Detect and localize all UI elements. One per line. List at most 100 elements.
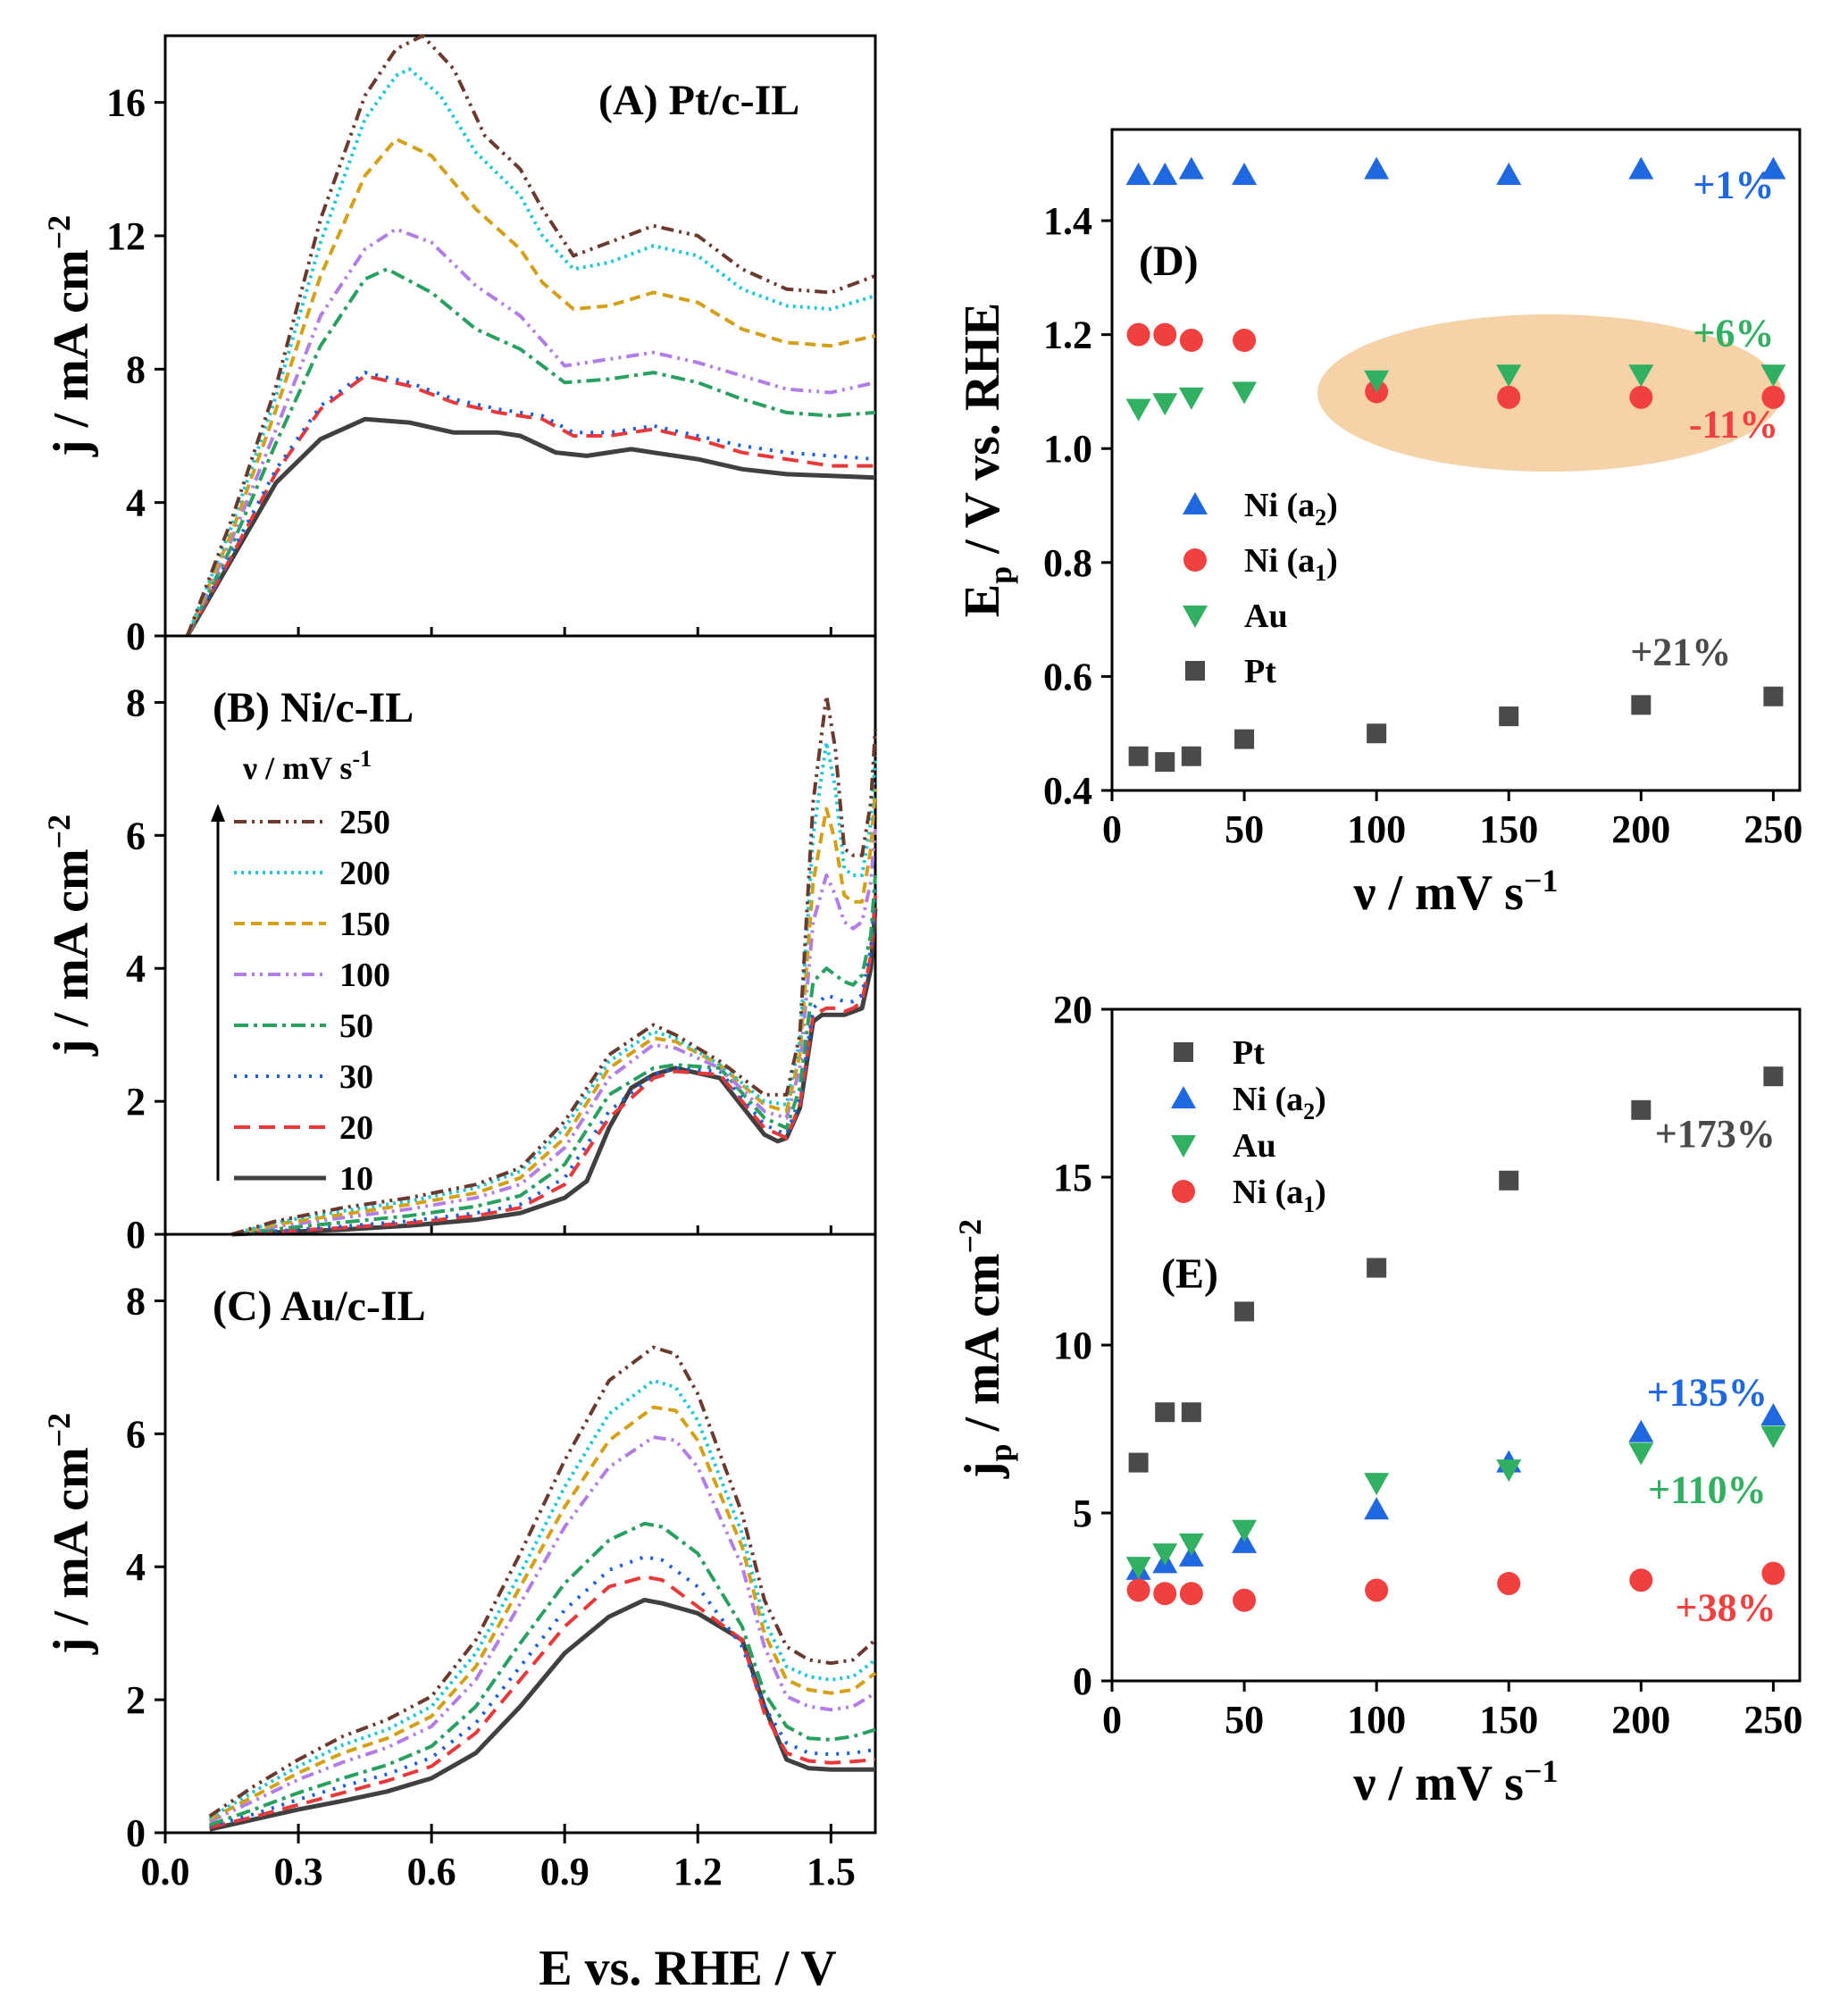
marker-Ni_a2-200 (1628, 156, 1654, 180)
marker-Ni_a1-20 (1153, 322, 1177, 347)
curve-10 (231, 908, 878, 1237)
marker-Au-250 (1760, 364, 1786, 388)
y-label-A-sup: −2 (41, 215, 77, 250)
y-label-B-sup: −2 (41, 815, 77, 849)
marker-Ni_a1-30 (1179, 1582, 1203, 1606)
panel-D-y-label-E: E (955, 584, 1010, 617)
y-label-A: j / mA cm (44, 249, 99, 457)
legend-label-Ni_a2: Ni (a2) (1233, 1081, 1326, 1124)
ytick-label: 4 (126, 947, 146, 990)
ytick-label: 2 (126, 1080, 146, 1124)
marker-Au-150 (1496, 1459, 1522, 1483)
legend-marker-Pt (1174, 1042, 1193, 1062)
marker-Pt-200 (1631, 695, 1651, 715)
panel-E-y-label-sup: −2 (952, 1219, 988, 1254)
legend-label-sub: 2 (1315, 505, 1326, 531)
annotation-Ni_a1: -11% (1689, 402, 1778, 446)
curve-30 (231, 888, 877, 1236)
curve-250 (185, 34, 876, 637)
marker-Au-250 (1760, 1425, 1786, 1449)
curve-50 (209, 1521, 876, 1826)
ytick-label: 4 (126, 481, 146, 525)
ytick-label: 0 (126, 614, 146, 658)
xtick-label: 0 (1102, 1698, 1122, 1742)
marker-Pt-50 (1234, 729, 1255, 749)
marker-Au-20 (1152, 1543, 1178, 1567)
panel-A-title: (A) Pt/c-IL (598, 77, 799, 124)
panel-E-y-label-rest: / mA cm (955, 1253, 1010, 1443)
legend-marker-Au (1183, 606, 1208, 628)
annotation-Ni_a1: +38% (1676, 1585, 1777, 1629)
xtick-label: 250 (1743, 807, 1802, 851)
annotation-Pt: +173% (1655, 1112, 1776, 1156)
marker-Ni_a2-50 (1232, 163, 1258, 186)
legend-label-sub: 1 (1303, 1191, 1315, 1217)
annotation-Pt: +21% (1630, 631, 1731, 674)
marker-Ni_a2-200 (1628, 1419, 1654, 1442)
marker-Pt-50 (1234, 1301, 1255, 1322)
panel-D-y-label-sub: p (983, 566, 1018, 584)
marker-Pt-10 (1128, 1452, 1149, 1473)
ytick-label: 2 (126, 1678, 146, 1722)
svg-text:ν / mV s-1: ν / mV s-1 (242, 746, 372, 786)
xtick-label: 0.6 (407, 1850, 456, 1893)
panel-D-x-label: ν / mV s (1353, 865, 1524, 921)
panel-E-frame (1110, 1007, 1802, 1683)
marker-Ni_a2-10 (1125, 163, 1151, 186)
left-x-axis-label: E vs. RHE / V (539, 1941, 836, 1996)
legend-marker-Ni_a2 (1183, 492, 1208, 514)
marker-Pt-100 (1367, 723, 1387, 744)
panel-A-frame (163, 34, 877, 638)
marker-Pt-150 (1499, 706, 1519, 727)
xtick-label: 150 (1479, 807, 1538, 851)
legend-label-Ni_a2: Ni (a2) (1244, 487, 1338, 531)
curve-10 (209, 1597, 875, 1832)
legend-label-close: ) (1315, 1081, 1326, 1118)
marker-Ni_a2-100 (1364, 156, 1390, 180)
legend-label-close: ) (1315, 1174, 1326, 1211)
marker-Pt-20 (1155, 1402, 1175, 1423)
curve-10 (185, 416, 876, 638)
marker-Ni_a1-10 (1126, 322, 1150, 347)
ytick-label: 8 (126, 347, 146, 391)
marker-Ni_a1-200 (1629, 1568, 1653, 1592)
xtick-label: 200 (1611, 807, 1670, 851)
marker-Au-50 (1232, 1519, 1258, 1542)
curve-200 (230, 740, 877, 1236)
xtick-label: 50 (1225, 807, 1264, 851)
xtick-label: 50 (1225, 1698, 1264, 1742)
y-label-C: j / mA cm (44, 1447, 99, 1655)
marker-Au-50 (1232, 381, 1258, 405)
svg-text:jp / mA cm−2: jp / mA cm−2 (952, 1219, 1018, 1479)
panel-A-curves (185, 34, 876, 638)
panel-B: (B) Ni/c-IL 0 2 4 6 8 ν / mV s-1 250 200 150 10… (126, 634, 878, 1257)
marker-Pt-150 (1499, 1170, 1519, 1191)
panel-B-title: (B) Ni/c-IL (213, 684, 414, 731)
ytick-label: 5 (1073, 1492, 1092, 1535)
xtick-label: 0 (1102, 807, 1122, 851)
svg-text:ν / mV s−1: ν / mV s−1 (1353, 1753, 1559, 1811)
panel-A-yticks: 0 4 8 12 16 (106, 81, 832, 658)
panel-B-curves (230, 694, 878, 1237)
marker-Ni_a2-20 (1152, 163, 1178, 186)
y-label-C-sup: −2 (41, 1413, 77, 1448)
legend-label-250: 250 (339, 804, 390, 841)
ytick-label: 0 (126, 1213, 146, 1257)
legend-label-20: 20 (339, 1109, 373, 1147)
ytick-label: 0.6 (1043, 655, 1092, 698)
xtick-label: 1.5 (807, 1850, 856, 1893)
panel-D-highlight (1317, 314, 1782, 472)
ytick-label: 15 (1053, 1156, 1092, 1199)
marker-Au-30 (1178, 1533, 1204, 1556)
marker-Ni_a1-250 (1761, 1561, 1785, 1585)
ytick-label: 0 (126, 1811, 146, 1855)
curve-100 (185, 227, 876, 637)
xtick-label: 0.9 (540, 1850, 590, 1893)
marker-Ni_a1-150 (1497, 385, 1521, 409)
marker-Ni_a1-30 (1179, 329, 1203, 353)
legend-label-Ni_a1: Ni (a1) (1244, 542, 1338, 586)
legend-label-Au: Au (1233, 1127, 1276, 1165)
legend-title-sup: -1 (352, 746, 372, 772)
ytick-label: 12 (106, 214, 146, 258)
ytick-label: 0.8 (1043, 541, 1092, 585)
